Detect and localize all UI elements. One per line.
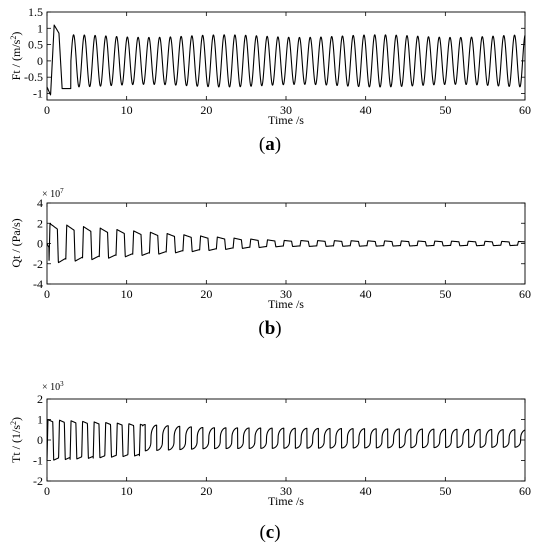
xtick-label: 0 [44,484,50,498]
ytick-label: 0.5 [28,38,43,52]
yticks-a: 1.5 1 0.5 0 -0.5 -1 [24,5,525,100]
ytick-label: 2 [37,216,43,230]
xtick-label: 30 [280,287,292,301]
ytick-label: -4 [33,277,43,291]
panel-c: × 103 210-1-2 0 10 20 30 40 50 60 Tt / (1/s2) … [9,380,532,543]
series-line-b [46,223,526,264]
xtick-label: 10 [121,103,133,117]
ytick-label: 0 [37,237,43,251]
ylabel-c: Tt / (1/s2) [9,417,24,463]
ytick-label: 0 [37,54,43,68]
xticks-a: 0 10 20 30 40 50 60 [44,12,531,117]
xtick-label: 40 [360,484,372,498]
ytick-label: -1 [33,86,43,100]
xtick-label: 60 [519,484,531,498]
panel-a: 1.5 1 0.5 0 -0.5 -1 0 10 20 30 40 50 60 Ft / (m/s2)… [9,5,532,155]
xtick-label: 40 [360,287,372,301]
xtick-label: 50 [439,484,451,498]
xtick-label: 10 [121,287,133,301]
xtick-label: 20 [200,103,212,117]
xticks-b: 0 10 20 30 40 50 60 [44,203,531,301]
xtick-label: 30 [280,103,292,117]
ytick-label: -2 [33,474,43,488]
xtick-label: 60 [519,103,531,117]
ytick-label: 1 [37,413,43,427]
xtick-label: 20 [200,484,212,498]
xtick-label: 20 [200,287,212,301]
panel-label-c: (c) [259,522,280,543]
yticks-c: 2 1 0 -1 -2 [33,392,525,488]
panel-label-b: (b) [258,318,281,339]
ytick-label: -1 [33,454,43,468]
xtick-label: 0 [44,287,50,301]
ytick-label: 2 [37,392,43,406]
xlabel-c: Time /s [268,494,304,508]
xtick-label: 30 [280,484,292,498]
exponent-label-b: × 107 [42,187,64,200]
xtick-label: 0 [44,103,50,117]
ylabel-b: Qt / (Pa/s) [9,218,23,267]
series-line-c [46,419,526,461]
ylabel-a: Ft / (m/s2) [9,32,24,81]
ytick-label: 0 [37,433,43,447]
ytick-label: 1 [37,21,43,35]
plot-frame-c [46,398,526,482]
xtick-label: 50 [439,103,451,117]
xtick-label: 10 [121,484,133,498]
xtick-label: 50 [439,287,451,301]
xlabel-a: Time /s [268,113,304,127]
panel-b: × 107 420-2-4 0 10 20 30 40 50 60 Qt / (Pa/s) … [9,187,531,339]
exponent-label-c: × 103 [42,380,64,393]
plot-frame-b [46,202,526,285]
panel-label-a: (a) [259,134,281,155]
ytick-label: 1.5 [28,5,43,19]
xlabel-b: Time /s [268,297,304,311]
ytick-label: -2 [33,257,43,271]
series-line-a [46,24,526,96]
ytick-label: 4 [37,196,43,210]
ytick-label: -0.5 [24,70,43,84]
xticks-c: 0 10 20 30 40 50 60 [44,399,531,498]
xtick-label: 40 [360,103,372,117]
xtick-label: 60 [519,287,531,301]
